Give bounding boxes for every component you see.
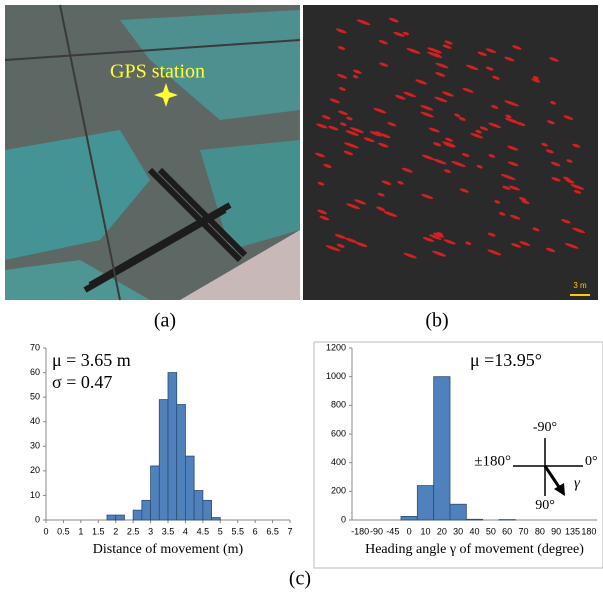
x-tick-label: 10	[420, 526, 430, 536]
x-tick-label: 5	[218, 526, 223, 536]
bar	[177, 405, 186, 520]
x-tick-label: 3.5	[162, 526, 175, 536]
x-tick-label: 4.5	[197, 526, 210, 536]
bar	[434, 377, 450, 520]
x-tick-label: 4	[183, 526, 188, 536]
bar	[151, 466, 160, 520]
y-tick-label: 600	[331, 428, 346, 438]
x-tick-label: -180	[351, 526, 369, 536]
x-tick-label: 7	[287, 526, 292, 536]
bar	[466, 519, 482, 520]
scale-label: 3 m	[573, 281, 587, 290]
compass-label: 0°	[585, 454, 598, 469]
x-tick-label: 3	[148, 526, 153, 536]
x-tick-label: 0	[407, 526, 412, 536]
y-tick-label: 40	[30, 416, 40, 426]
compass-label: -90°	[533, 420, 557, 435]
bar	[133, 510, 142, 520]
bar	[142, 500, 151, 520]
compass-label: ±180°	[474, 453, 511, 469]
x-tick-label: 1.5	[92, 526, 105, 536]
x-tick-label: 2	[113, 526, 118, 536]
x-tick-label: 40	[469, 526, 479, 536]
x-tick-label: 6.5	[266, 526, 279, 536]
x-tick-label: -45	[386, 526, 399, 536]
x-tick-label: 0.5	[57, 526, 70, 536]
y-tick-label: 800	[331, 400, 346, 410]
y-tick-label: 1000	[326, 371, 346, 381]
compass-label: 90°	[535, 498, 555, 513]
y-tick-label: 70	[30, 342, 40, 352]
caption: (b)	[425, 310, 448, 332]
x-axis-label: Heading angle γ of movement (degree)	[365, 542, 584, 557]
caption: (a)	[154, 310, 176, 332]
x-tick-label: 180	[581, 526, 596, 536]
panel-a-image: GPS station	[5, 5, 300, 300]
bar	[107, 515, 116, 520]
x-tick-label: 0	[43, 526, 48, 536]
x-tick-label: 50	[486, 526, 496, 536]
compass-arrow-head	[554, 483, 565, 496]
y-tick-label: 400	[331, 457, 346, 467]
y-tick-label: 200	[331, 486, 346, 496]
y-tick-label: 10	[30, 490, 40, 500]
bar	[401, 516, 417, 520]
x-tick-label: 90	[551, 526, 561, 536]
bar	[417, 486, 433, 520]
caption: (c)	[289, 568, 311, 590]
x-tick-label: 80	[535, 526, 545, 536]
x-tick-label: 6	[253, 526, 258, 536]
y-tick-label: 50	[30, 392, 40, 402]
annotation: μ =13.95°	[470, 350, 542, 370]
x-tick-label: 1	[78, 526, 83, 536]
y-tick-label: 1200	[326, 342, 346, 352]
annotation: μ = 3.65 m	[52, 350, 131, 370]
x-tick-label: 70	[518, 526, 528, 536]
x-tick-label: 20	[437, 526, 447, 536]
x-axis-label: Distance of movement (m)	[93, 542, 244, 557]
bar	[194, 491, 203, 520]
bar	[116, 515, 125, 520]
bar	[212, 518, 221, 520]
bar	[203, 500, 212, 520]
figure: GPS station 3 m (a) (b) (c) 010203040506…	[0, 0, 603, 595]
bar	[450, 504, 466, 520]
x-tick-label: 30	[453, 526, 463, 536]
station-label: GPS station	[110, 61, 205, 83]
x-tick-label: 2.5	[127, 526, 140, 536]
x-tick-label: 135	[565, 526, 580, 536]
y-tick-label: 0	[341, 514, 346, 524]
y-tick-label: 20	[30, 465, 40, 475]
x-tick-label: 60	[502, 526, 512, 536]
y-tick-label: 60	[30, 367, 40, 377]
bar	[168, 373, 177, 520]
y-tick-label: 30	[30, 441, 40, 451]
bar	[185, 456, 194, 520]
compass-label: γ	[574, 475, 581, 491]
x-tick-label: 5.5	[231, 526, 244, 536]
y-tick-label: 0	[35, 514, 40, 524]
annotation: σ = 0.47	[52, 372, 112, 392]
bar	[159, 400, 168, 520]
x-tick-label: -90	[370, 526, 383, 536]
panel-b-image: 3 m	[303, 5, 598, 300]
